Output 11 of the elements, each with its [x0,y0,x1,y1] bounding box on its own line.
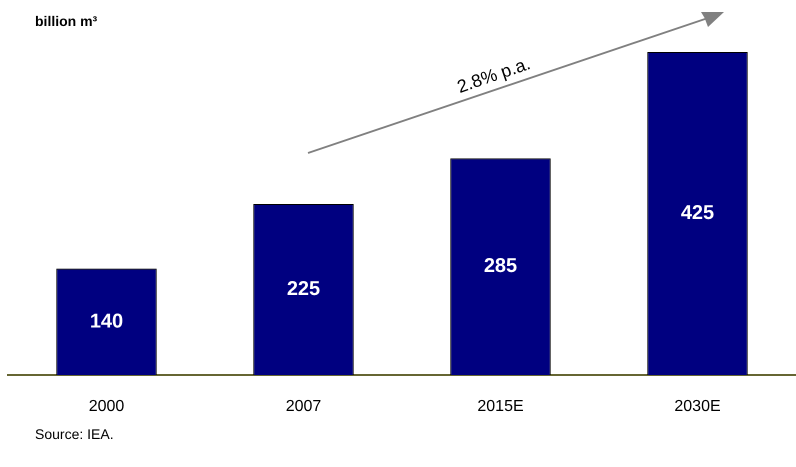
data-label: 140 [90,310,124,332]
x-tick-label: 2007 [286,398,322,416]
x-tick-label: 2030E [674,398,721,416]
data-label: 425 [680,202,714,224]
annotation: 2.8% p.a. [454,53,533,97]
source-note: Source: IEA. [35,426,114,442]
data-label: 285 [484,255,518,278]
y-axis-title: billion m³ [35,12,98,29]
x-tick-label: 2015E [477,398,524,416]
data-label: 225 [286,278,320,300]
x-tick-label: 2000 [88,398,124,416]
